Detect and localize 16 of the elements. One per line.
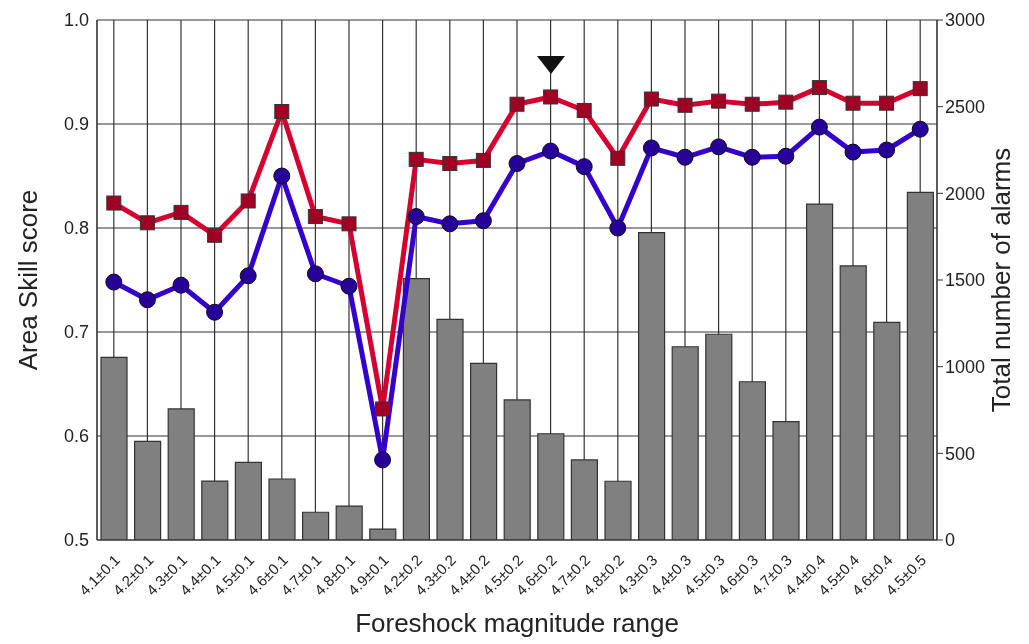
y2-tick-label: 0 [945,530,956,551]
y-tick-label: 0.7 [63,322,89,343]
y-tick-label: 1.0 [63,10,89,31]
y2-tick-label: 500 [945,443,976,464]
y-tick-label: 0.6 [63,426,89,447]
y2-tick-label: 3000 [945,10,986,31]
y-axis-title: Area Skill score [13,189,44,371]
y2-tick-label: 1500 [945,270,986,291]
y-tick-label: 0.8 [63,218,89,239]
y-tick-label: 0.5 [63,530,89,551]
x-axis-title: Foreshock magnitude range [355,608,679,638]
y2-axis-title: Total number of alarms [986,147,1017,413]
y2-tick-label: 2000 [945,183,986,204]
y-tick-label: 0.9 [63,114,89,135]
y2-tick-label: 1000 [945,357,986,378]
y2-tick-label: 2500 [945,97,986,118]
